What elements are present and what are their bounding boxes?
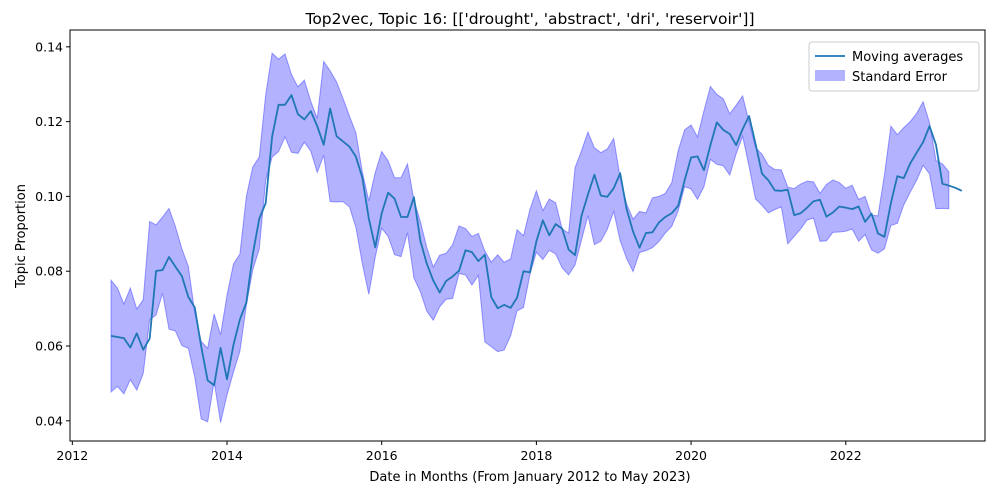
standard-error-band — [110, 52, 950, 423]
moving-average-line — [110, 94, 963, 387]
x-axis-label: Date in Months (From January 2012 to May… — [369, 470, 690, 485]
y-tick-label: 0.12 — [35, 114, 63, 129]
y-axis-label: Topic Proportion — [14, 184, 29, 289]
legend: Moving averages Standard Error — [808, 41, 980, 92]
y-tick-label: 0.06 — [35, 339, 63, 354]
legend-patch-swatch — [815, 70, 845, 81]
legend-box — [808, 41, 980, 92]
x-axis-ticks: 2012 2014 2016 2018 2020 2022 — [56, 441, 862, 463]
y-tick-label: 0.08 — [35, 264, 63, 279]
x-tick-label: 2022 — [830, 448, 862, 463]
x-tick-label: 2018 — [520, 448, 552, 463]
axes-frame — [69, 29, 986, 442]
y-tick-label: 0.14 — [35, 39, 63, 54]
x-tick-label: 2014 — [211, 448, 243, 463]
x-tick-label: 2016 — [366, 448, 398, 463]
legend-label-standard-error: Standard Error — [852, 70, 948, 85]
y-tick-label: 0.04 — [35, 413, 63, 428]
chart-title: Top2vec, Topic 16: [['drought', 'abstrac… — [304, 10, 754, 28]
x-tick-label: 2012 — [56, 448, 88, 463]
x-tick-label: 2020 — [675, 448, 707, 463]
y-axis-ticks: 0.04 0.06 0.08 0.10 0.12 0.14 — [35, 39, 70, 428]
y-tick-label: 0.10 — [35, 189, 63, 204]
legend-label-moving-averages: Moving averages — [852, 50, 963, 65]
plot-area — [110, 52, 963, 423]
